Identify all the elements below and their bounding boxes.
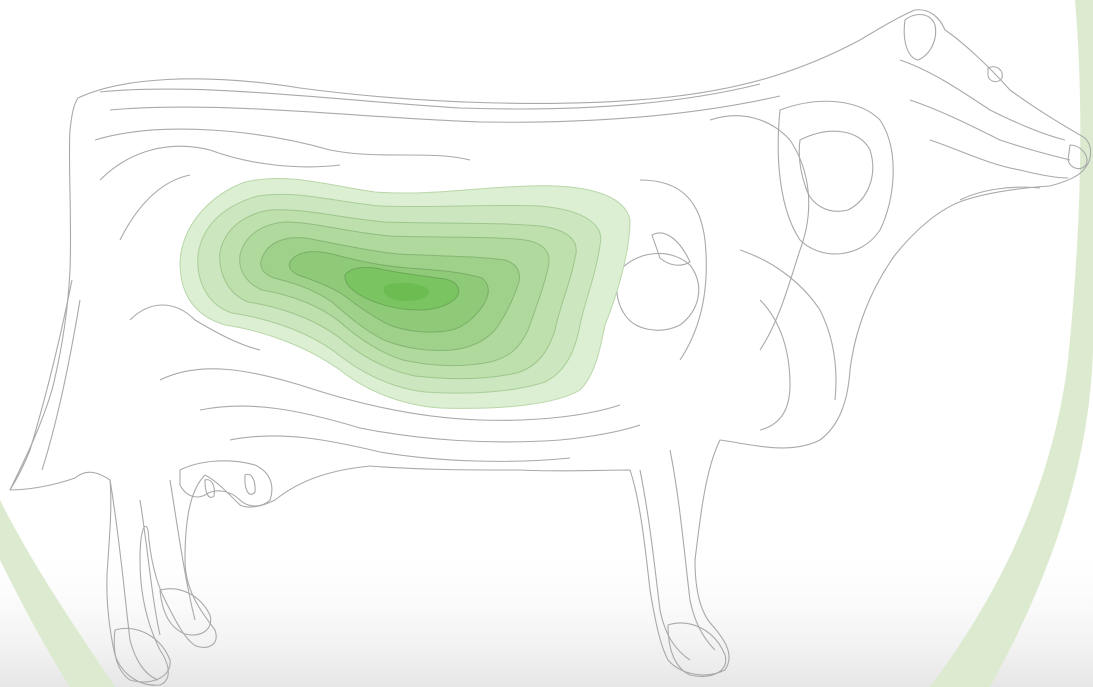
ring-arc-right (930, 0, 1093, 687)
shoulder-contour-1 (777, 100, 894, 255)
body-contour-11 (709, 115, 810, 351)
body-contour-7 (229, 435, 571, 462)
body-contour-10 (651, 232, 691, 266)
heat-zone (179, 178, 631, 409)
front-leg-contour-1 (639, 469, 691, 661)
front-leg-contour-2 (669, 449, 716, 651)
hind-leg-contour-3 (169, 479, 196, 621)
neck-contour-2 (759, 299, 791, 431)
nose-contour (1067, 144, 1088, 170)
head-contour-1 (899, 59, 1066, 141)
neck-contour-1 (739, 249, 837, 401)
body-contour-4 (129, 304, 261, 351)
jaw-contour (959, 186, 1041, 201)
hind-leg-contour-1 (109, 479, 159, 681)
body-contour-8 (639, 179, 707, 361)
heat-core (383, 282, 429, 301)
hind-leg-contour-2 (139, 499, 161, 636)
tail-contour-1 (9, 279, 73, 491)
shoulder-contour-2 (798, 130, 874, 212)
cow-spine-2 (109, 95, 781, 123)
body-contour-2 (99, 145, 341, 181)
body-contour-9 (616, 253, 700, 331)
cow-spine (99, 83, 761, 110)
cow-silhouette (9, 9, 1092, 686)
front-hoof (667, 622, 727, 677)
body-contour-3 (119, 174, 191, 241)
ring-arc-bottom-left (0, 500, 115, 687)
hind-hoof-right (159, 588, 212, 636)
head-contour-2 (909, 99, 1071, 161)
eye-contour (987, 66, 1003, 83)
head-contour-3 (929, 139, 1069, 179)
body-contour-6 (199, 405, 641, 443)
floor-shade (0, 540, 1093, 687)
body-contour-5 (159, 368, 621, 421)
cow-outline (9, 9, 1092, 686)
udder-contour (179, 460, 273, 507)
ear-contour (903, 14, 937, 61)
tail-contour-2 (41, 299, 81, 471)
teat-1 (204, 479, 215, 498)
body-contour-1 (94, 128, 471, 161)
teat-2 (244, 473, 256, 495)
hind-hoof-left (113, 627, 171, 683)
